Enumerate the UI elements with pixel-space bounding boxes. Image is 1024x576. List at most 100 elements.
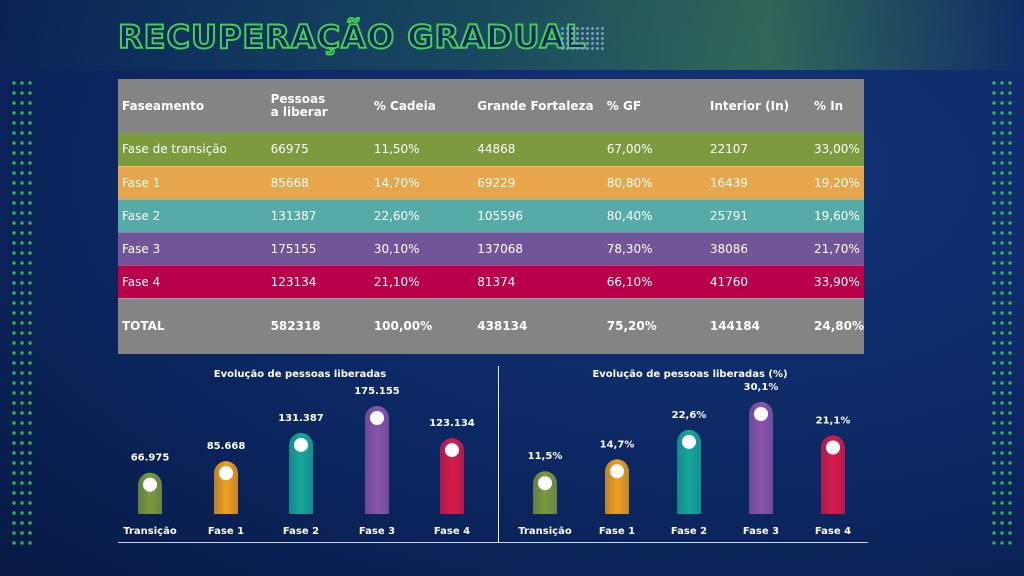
table-cell: 41760 [705, 265, 811, 299]
chart-percent-title: Evolução de pessoas liberadas (%) [592, 369, 788, 380]
table-row: Fase 4 123134 21,10% 81374 66,10% 41760 … [118, 265, 864, 299]
header-faseamento: Faseamento [122, 99, 205, 113]
category-label: Fase 2 [671, 526, 707, 537]
bar-dot [370, 411, 384, 425]
page-title: RECUPERAÇÃO GRADUAL [117, 17, 587, 57]
header-interior: Interior (In) [709, 99, 790, 113]
bar-absolute-fase-4 [440, 438, 464, 514]
chart-absolute-title: Evolução de pessoas liberadas [213, 369, 387, 380]
table-cell: 19,20% [810, 166, 864, 200]
data-label: 30,1% [744, 382, 779, 393]
bar-shape [365, 406, 389, 514]
total-cell: 582318 [270, 319, 321, 334]
data-label: 85.668 [207, 441, 246, 452]
total-cell: 75,20% [606, 319, 657, 334]
table-row: Fase 3 175155 30,10% 137068 78,30% 38086… [118, 232, 864, 266]
bar-percent-fase-3 [749, 402, 773, 514]
chart-divider [498, 366, 499, 542]
chart-baseline [118, 542, 868, 543]
table-cell: 16439 [705, 166, 811, 200]
header-grande-fortaleza: Grande Fortaleza [477, 99, 594, 113]
table-cell: 175155 [266, 232, 370, 266]
phase-table: Faseamento Pessoas a liberar % Cadeia Gra… [118, 79, 864, 354]
header-pessoas: Pessoas a liberar [270, 92, 328, 119]
table-cell: 105596 [473, 199, 603, 233]
bar-absolute-fase-2 [289, 432, 313, 514]
bar-shape [821, 435, 845, 514]
table-cell: 22,60% [369, 199, 474, 233]
data-label: 22,6% [672, 410, 707, 421]
bar-dot [219, 466, 233, 481]
table-cell: 123134 [266, 265, 370, 299]
table-cell: Fase 4 [118, 265, 267, 299]
category-label: Fase 1 [599, 526, 635, 537]
table-cell: 137068 [473, 232, 603, 266]
bar-dot [143, 477, 157, 492]
left-dot-pattern [10, 78, 32, 548]
bar-dot [610, 464, 624, 479]
table-cell: 21,10% [369, 265, 474, 299]
total-cell: 438134 [477, 319, 528, 334]
bar-percent-transicao [533, 471, 557, 514]
data-label: 123.134 [429, 418, 475, 429]
table-cell: Fase 2 [118, 199, 267, 233]
total-cell: 100,00% [373, 319, 433, 334]
table-cell: 19,60% [810, 199, 864, 233]
data-label: 21,1% [816, 415, 851, 426]
header-background [0, 0, 1024, 70]
table-cell: 78,30% [602, 232, 706, 266]
table-cell: 69229 [473, 166, 603, 200]
category-label: Transição [518, 526, 572, 537]
total-cell: 24,80% [814, 319, 864, 334]
bar-dot [682, 434, 696, 449]
table-cell: 80,40% [602, 199, 706, 233]
header-gf: % GF [606, 99, 642, 113]
category-label: Fase 4 [434, 526, 470, 537]
right-dot-pattern [990, 78, 1012, 548]
total-cell: 144184 [709, 319, 760, 334]
data-label: 66.975 [131, 453, 170, 464]
data-label: 11,5% [528, 451, 563, 462]
data-label: 14,7% [600, 439, 635, 450]
category-label: Fase 2 [283, 526, 319, 537]
bar-shape [289, 432, 313, 514]
table-cell: 66975 [266, 133, 370, 167]
bar-dot [754, 407, 768, 421]
table-cell: 80,80% [602, 166, 706, 200]
bar-shape [440, 438, 464, 514]
table-cell: Fase 1 [118, 166, 267, 200]
table-cell: 33,00% [810, 133, 864, 167]
table-cell: 67,00% [602, 133, 706, 167]
category-label: Fase 3 [743, 526, 779, 537]
table-total-row: TOTAL 582318 100,00% 438134 75,20% 14418… [118, 298, 864, 354]
bar-percent-fase-4 [821, 435, 845, 514]
table-cell: 81374 [473, 265, 603, 299]
table-row: Fase de transição 66975 11,50% 44868 67,… [118, 133, 864, 167]
table-cell: 38086 [705, 232, 811, 266]
table-cell: 44868 [473, 133, 603, 167]
bar-percent-fase-1 [605, 459, 629, 514]
table-cell: 25791 [705, 199, 811, 233]
bar-dot [294, 437, 308, 452]
table-header-row: Faseamento Pessoas a liberar % Cadeia Gra… [118, 79, 864, 133]
header-in: % In [814, 99, 844, 113]
data-label: 131.387 [278, 413, 324, 424]
table-row: Fase 1 85668 14,70% 69229 80,80% 16439 1… [118, 166, 864, 200]
table-cell: Fase 3 [118, 232, 267, 266]
bar-dot [826, 440, 840, 455]
title-dot-decoration [560, 26, 606, 50]
category-label: Fase 4 [815, 526, 851, 537]
bar-shape [749, 402, 773, 514]
bar-absolute-fase-1 [214, 461, 238, 514]
bar-dot [445, 443, 459, 458]
table-cell: 14,70% [369, 166, 474, 200]
bar-shape [677, 429, 701, 514]
table-cell: 11,50% [369, 133, 474, 167]
table-cell: 66,10% [602, 265, 706, 299]
table-cell: 85668 [266, 166, 370, 200]
bar-absolute-fase-3 [365, 406, 389, 514]
bar-absolute-transicao [138, 472, 162, 514]
table-cell: 131387 [266, 199, 370, 233]
data-label: 175.155 [354, 386, 400, 397]
